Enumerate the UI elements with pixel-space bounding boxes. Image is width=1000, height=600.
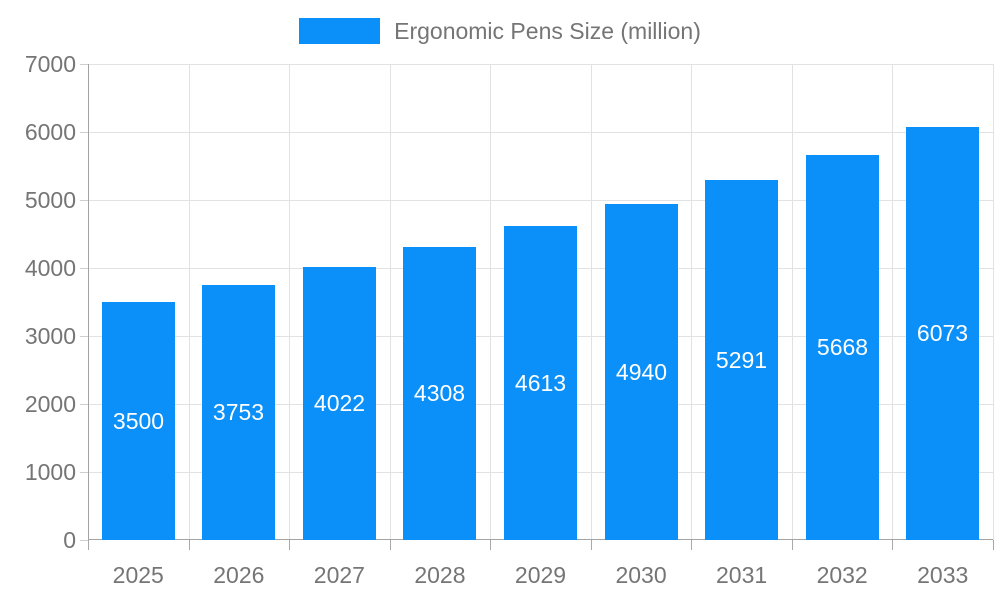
x-gridline: [289, 64, 290, 540]
x-axis-label: 2028: [414, 562, 466, 588]
bar-value-label: 5291: [715, 346, 768, 373]
x-axis-tick: [88, 540, 89, 550]
bar-2029[interactable]: 4613: [504, 226, 577, 540]
x-gridline: [189, 64, 190, 540]
x-gridline: [993, 64, 994, 540]
x-axis-tick: [189, 540, 190, 550]
y-axis-label: 6000: [24, 119, 76, 145]
bar-2030[interactable]: 4940: [605, 204, 678, 540]
bar-2025[interactable]: 3500: [102, 302, 175, 540]
y-axis-tick: [80, 472, 88, 473]
y-gridline: [88, 132, 993, 133]
y-axis-tick: [80, 64, 88, 65]
bar-value-label: 3500: [112, 407, 165, 434]
y-gridline: [88, 64, 993, 65]
bar-2033[interactable]: 6073: [906, 127, 979, 540]
y-axis-tick: [80, 268, 88, 269]
bar-value-label: 6073: [916, 320, 969, 346]
y-axis-tick: [80, 200, 88, 201]
x-axis-label: 2033: [917, 562, 969, 588]
x-axis-label: 2026: [213, 562, 265, 588]
x-axis-label: 2031: [716, 562, 768, 588]
x-axis-tick: [490, 540, 491, 550]
x-axis-tick: [892, 540, 893, 550]
y-axis-label: 0: [63, 527, 76, 553]
y-axis-label: 5000: [24, 187, 76, 213]
y-axis-label: 2000: [24, 391, 76, 417]
x-axis-tick: [792, 540, 793, 550]
y-axis-line: [88, 64, 89, 540]
y-axis-label: 3000: [24, 323, 76, 349]
x-axis-label: 2025: [112, 562, 164, 588]
plot-area: 3500 3753 4022 4308 4613 4940 5291 5668 6073: [80, 64, 994, 550]
x-axis-tick: [390, 540, 391, 550]
x-axis-label: 2030: [615, 562, 667, 588]
bar-2031[interactable]: 5291: [705, 180, 778, 540]
bar-value-label: 4022: [313, 390, 366, 416]
y-axis-tick: [80, 336, 88, 337]
bar-2032[interactable]: 5668: [806, 155, 879, 540]
x-gridline: [792, 64, 793, 540]
bar-value-label: 4308: [413, 380, 466, 406]
x-axis-tick: [993, 540, 994, 550]
x-axis-label: 2032: [816, 562, 868, 588]
y-axis-label: 1000: [24, 459, 76, 485]
bar-value-label: 4613: [514, 369, 567, 396]
x-axis-label: 2029: [514, 562, 567, 588]
chart-legend: Ergonomic Pens Size (million): [0, 14, 1000, 48]
x-axis-label: 2027: [313, 562, 365, 588]
x-axis-tick: [591, 540, 592, 550]
x-axis-tick: [289, 540, 290, 550]
x-gridline: [390, 64, 391, 540]
y-axis-label: 7000: [24, 51, 76, 77]
x-gridline: [892, 64, 893, 540]
x-gridline: [490, 64, 491, 540]
x-axis-tick: [691, 540, 692, 550]
legend-swatch-icon: [299, 18, 381, 44]
y-axis-tick: [80, 132, 88, 133]
bar-value-label: 3753: [212, 399, 265, 425]
y-axis-tick: [80, 540, 88, 541]
legend-label: Ergonomic Pens Size (million): [394, 18, 701, 44]
bar-value-label: 5668: [816, 334, 869, 360]
x-gridline: [591, 64, 592, 540]
y-axis-tick: [80, 404, 88, 405]
y-gridline: [88, 200, 993, 201]
bar-2026[interactable]: 3753: [202, 285, 275, 540]
bar-2028[interactable]: 4308: [403, 247, 476, 540]
y-axis-label: 4000: [24, 255, 76, 281]
bar-2027[interactable]: 4022: [303, 267, 376, 540]
bar-value-label: 4940: [615, 358, 668, 385]
x-gridline: [691, 64, 692, 540]
